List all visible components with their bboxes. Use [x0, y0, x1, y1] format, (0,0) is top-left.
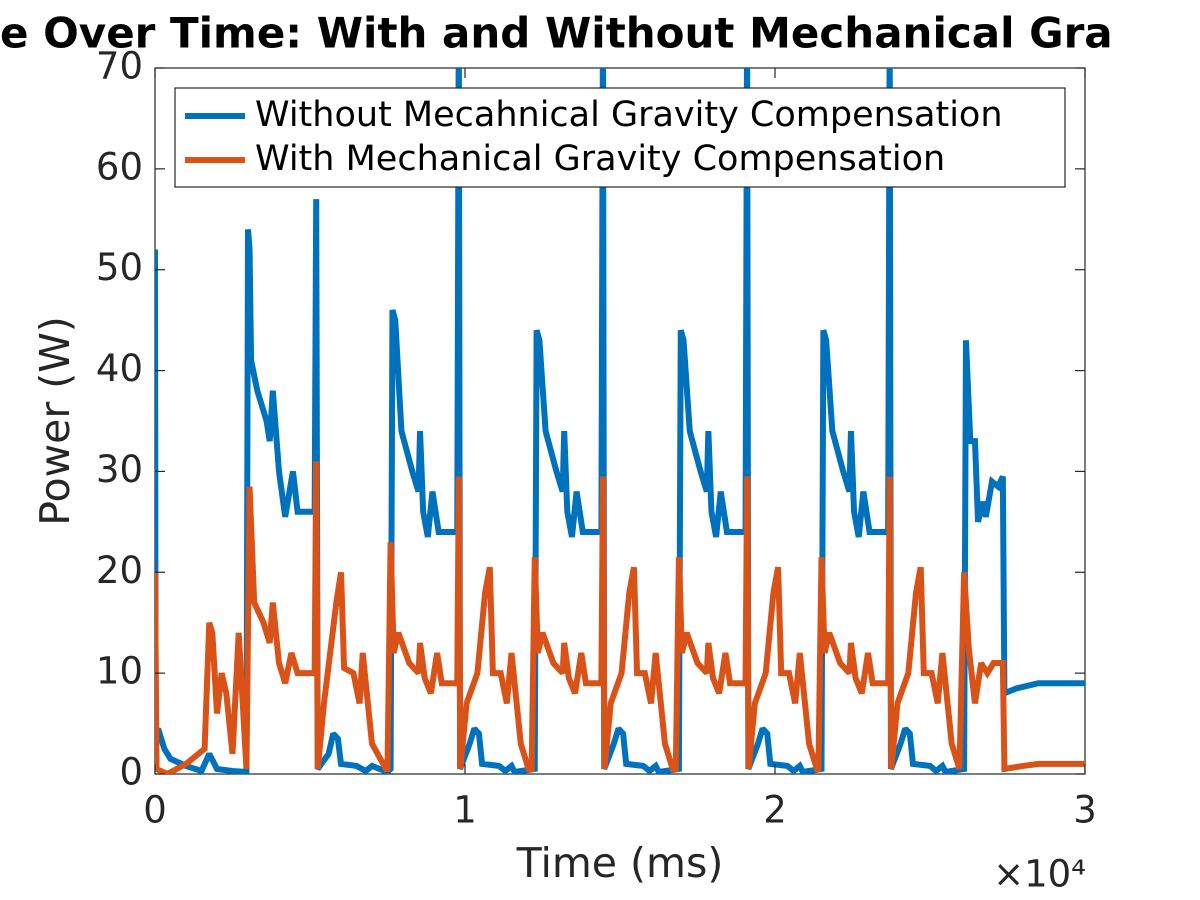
data-line	[155, 461, 1085, 774]
y-tick-label: 50	[96, 246, 143, 289]
legend: Without Mecahnical Gravity CompensationW…	[174, 87, 1066, 188]
y-tick-label: 30	[96, 448, 143, 491]
x-tick-label: 1	[453, 789, 477, 832]
y-tick-label: 40	[96, 347, 143, 390]
legend-label: Without Mecahnical Gravity Compensation	[255, 95, 1003, 135]
legend-label: With Mechanical Gravity Compensation	[255, 139, 945, 179]
y-tick-label: 70	[96, 45, 143, 88]
y-tick-label: 60	[96, 145, 143, 188]
y-axis-label: Power (W)	[31, 316, 79, 526]
x-tick-label: 2	[763, 789, 787, 832]
x-tick-label: 3	[1073, 789, 1097, 832]
legend-box	[174, 87, 1066, 188]
y-tick-label: 20	[96, 549, 143, 592]
y-tick-label: 0	[119, 751, 143, 794]
line-layer	[155, 68, 1085, 774]
y-tick-label: 10	[96, 650, 143, 693]
x-axis-label: Time (ms)	[516, 839, 724, 887]
x-tick-label: 0	[143, 789, 167, 832]
x-exponent-label: ×10⁴	[993, 853, 1086, 896]
chart-title: e Over Time: With and Without Mechanical…	[0, 9, 1113, 58]
